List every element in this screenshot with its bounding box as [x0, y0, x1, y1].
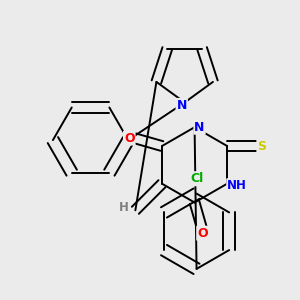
Text: N: N	[176, 99, 187, 112]
Text: Cl: Cl	[190, 172, 203, 185]
Text: S: S	[257, 140, 266, 152]
Text: NH: NH	[227, 179, 247, 192]
Text: O: O	[197, 227, 208, 240]
Text: N: N	[194, 121, 205, 134]
Text: O: O	[124, 132, 135, 145]
Text: H: H	[118, 201, 128, 214]
